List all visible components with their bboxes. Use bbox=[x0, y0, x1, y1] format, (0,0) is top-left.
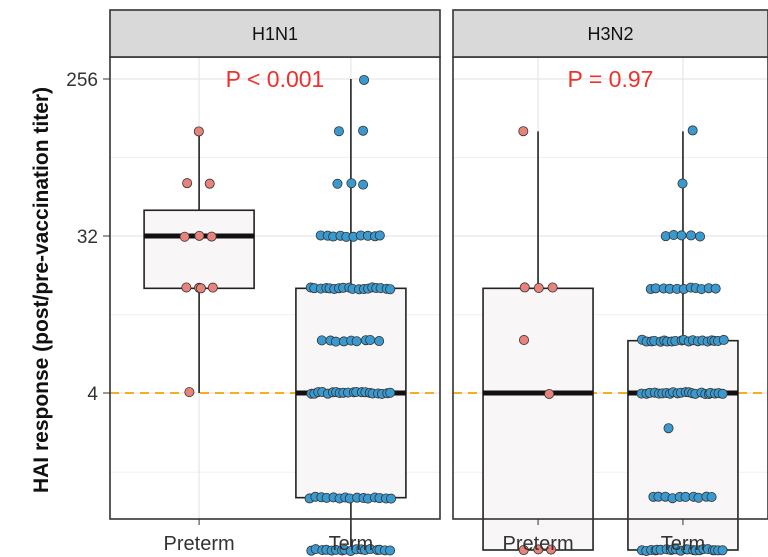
data-point-preterm bbox=[546, 544, 557, 555]
data-point-preterm bbox=[182, 178, 193, 189]
data-point-term bbox=[687, 125, 698, 136]
box-term bbox=[627, 339, 739, 551]
data-point-preterm bbox=[518, 335, 529, 346]
data-point-term bbox=[695, 231, 706, 242]
data-point-term bbox=[316, 335, 327, 346]
p-value-label: P < 0.001 bbox=[226, 66, 325, 92]
panel-h1n1: P < 0.001 H1N1 Preterm Term bbox=[109, 9, 441, 556]
data-point-term bbox=[359, 74, 370, 85]
data-point-term bbox=[358, 179, 369, 190]
strip-title: H1N1 bbox=[252, 24, 298, 44]
data-point-term bbox=[385, 284, 396, 295]
data-point-preterm bbox=[193, 126, 204, 137]
y-tick-label: 4 bbox=[87, 384, 98, 405]
data-point-term bbox=[676, 230, 687, 241]
data-point-preterm bbox=[533, 282, 544, 293]
data-point-term bbox=[374, 336, 385, 347]
data-point-preterm bbox=[547, 282, 558, 293]
data-point-term bbox=[717, 388, 728, 399]
data-point-preterm bbox=[518, 126, 529, 137]
data-point-term bbox=[686, 230, 697, 241]
data-point-term bbox=[333, 126, 344, 137]
box-preterm bbox=[482, 287, 594, 551]
x-tick-label: Preterm bbox=[502, 533, 573, 555]
box-preterm bbox=[143, 209, 255, 290]
data-point-preterm bbox=[544, 388, 555, 399]
strip-title: H3N2 bbox=[587, 24, 633, 44]
data-point-term bbox=[332, 178, 343, 189]
x-tick-label: Preterm bbox=[164, 533, 235, 555]
data-point-preterm bbox=[194, 230, 205, 241]
data-point-preterm bbox=[533, 544, 544, 555]
data-point-preterm bbox=[206, 231, 217, 242]
data-point-term bbox=[385, 387, 396, 398]
data-point-preterm bbox=[518, 545, 529, 556]
data-point-term bbox=[710, 283, 721, 294]
y-tick-label: 32 bbox=[77, 227, 98, 248]
data-point-term bbox=[346, 178, 357, 189]
data-point-term bbox=[717, 545, 728, 556]
x-tick-label: Term bbox=[661, 533, 705, 555]
strip-header bbox=[109, 9, 441, 58]
x-tick-label: Term bbox=[329, 533, 373, 555]
data-point-term bbox=[385, 545, 396, 556]
data-point-term bbox=[706, 491, 717, 502]
data-point-term bbox=[374, 230, 385, 241]
data-point-term bbox=[677, 178, 688, 189]
data-point-preterm bbox=[204, 178, 215, 189]
data-point-term bbox=[365, 334, 376, 345]
data-point-term bbox=[663, 423, 674, 434]
data-point-term bbox=[358, 125, 369, 136]
data-point-preterm bbox=[184, 387, 195, 398]
data-point-term bbox=[718, 334, 729, 345]
data-point-preterm bbox=[181, 282, 192, 293]
data-point-term bbox=[386, 493, 397, 504]
data-point-preterm bbox=[195, 283, 206, 294]
panel-h3n2: P = 0.97 H3N2 Preterm Term bbox=[452, 9, 768, 556]
data-point-preterm bbox=[179, 231, 190, 242]
strip-header bbox=[452, 9, 768, 58]
data-point-preterm bbox=[207, 282, 218, 293]
y-tick-label: 256 bbox=[66, 70, 98, 91]
y-axis-label: HAI response (post/pre-vaccination titer… bbox=[30, 87, 53, 493]
p-value-label: P = 0.97 bbox=[568, 66, 654, 92]
data-point-term bbox=[351, 336, 362, 347]
data-point-preterm bbox=[519, 282, 530, 293]
